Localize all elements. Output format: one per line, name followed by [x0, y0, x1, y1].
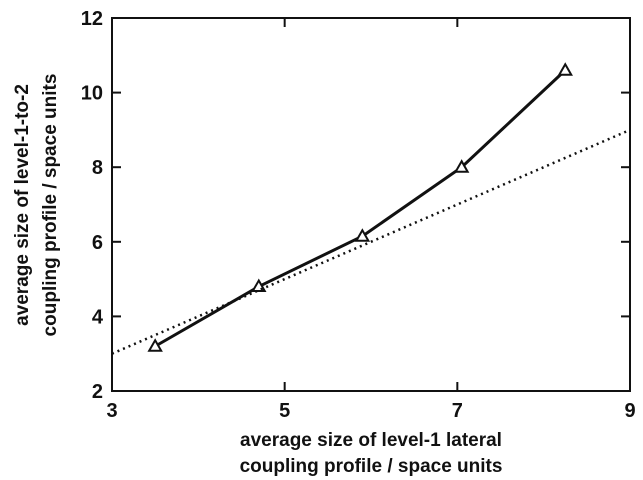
y-tick-label: 8	[92, 157, 103, 179]
y-axis-label-line-1: average size of level-1-to-2	[12, 84, 33, 326]
dotted-reference-line	[111, 128, 631, 355]
y-axis-label-line-2: coupling profile / space units	[40, 74, 61, 337]
x-axis-label-line-2: coupling profile / space units	[240, 456, 503, 477]
data-point-marker	[147, 338, 163, 352]
data-point-marker	[354, 228, 371, 242]
series-layer	[111, 62, 631, 355]
data-point-marker	[557, 62, 573, 76]
x-tick-label: 7	[452, 400, 463, 422]
data-point-marker	[453, 159, 470, 173]
y-tick-label: 12	[81, 8, 103, 30]
y-tick-label: 10	[81, 83, 103, 105]
tick-labels: 3 5 7 9 2 4 6 8 10 12	[81, 8, 636, 422]
y-tick-label: 2	[92, 381, 103, 403]
x-axis-label-line-1: average size of level-1 lateral	[240, 430, 502, 451]
axis-ticks	[111, 17, 631, 392]
x-tick-label: 3	[106, 400, 117, 422]
data-series-line	[154, 69, 567, 348]
x-tick-label: 9	[624, 400, 635, 422]
x-tick-label: 5	[279, 400, 290, 422]
plot-frame	[111, 17, 631, 392]
y-tick-label: 4	[92, 306, 104, 328]
y-tick-label: 6	[92, 232, 103, 254]
